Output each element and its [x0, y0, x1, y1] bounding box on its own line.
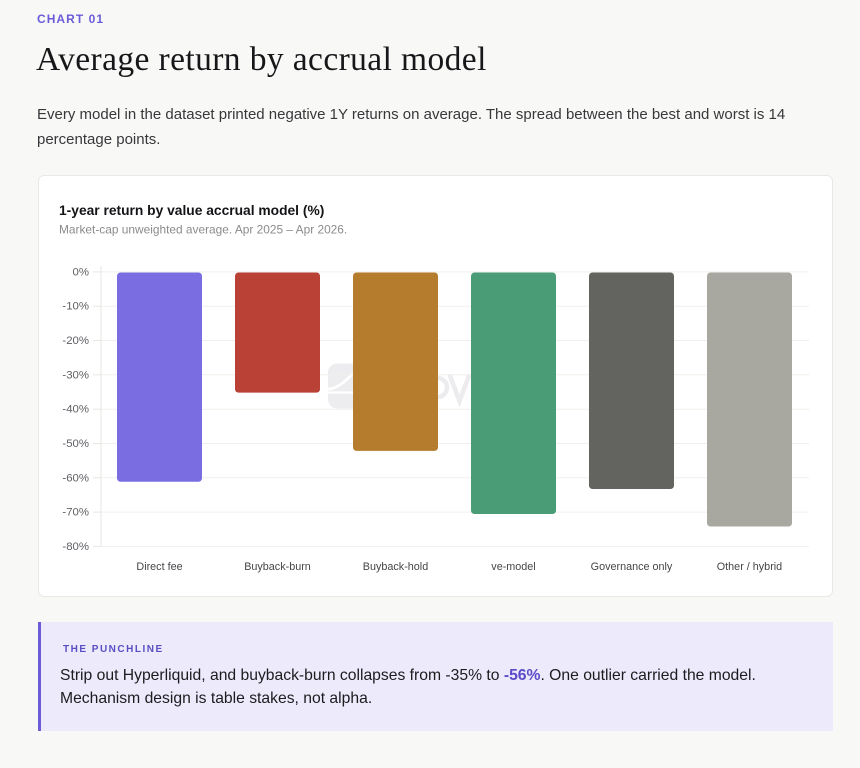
svg-text:Other / hybrid: Other / hybrid — [717, 561, 782, 573]
svg-text:Buyback-hold: Buyback-hold — [363, 561, 428, 573]
svg-text:-50%: -50% — [62, 438, 89, 450]
svg-text:-30%: -30% — [62, 369, 89, 381]
svg-text:-10%: -10% — [62, 301, 89, 313]
svg-text:1-year return by value accrual: 1-year return by value accrual model (%) — [59, 203, 324, 218]
svg-text:-20%: -20% — [62, 335, 89, 347]
svg-text:Governance only: Governance only — [591, 561, 673, 573]
svg-text:-40%: -40% — [62, 404, 89, 416]
svg-text:Market-cap unweighted average.: Market-cap unweighted average. Apr 2025 … — [59, 223, 347, 237]
svg-text:Direct fee: Direct fee — [136, 561, 182, 573]
svg-text:-80%: -80% — [62, 541, 89, 553]
svg-text:Buyback-burn: Buyback-burn — [244, 561, 311, 573]
svg-text:-60%: -60% — [62, 472, 89, 484]
svg-text:-70%: -70% — [62, 507, 89, 519]
svg-text:0%: 0% — [73, 266, 89, 278]
svg-text:ve-model: ve-model — [491, 561, 535, 573]
